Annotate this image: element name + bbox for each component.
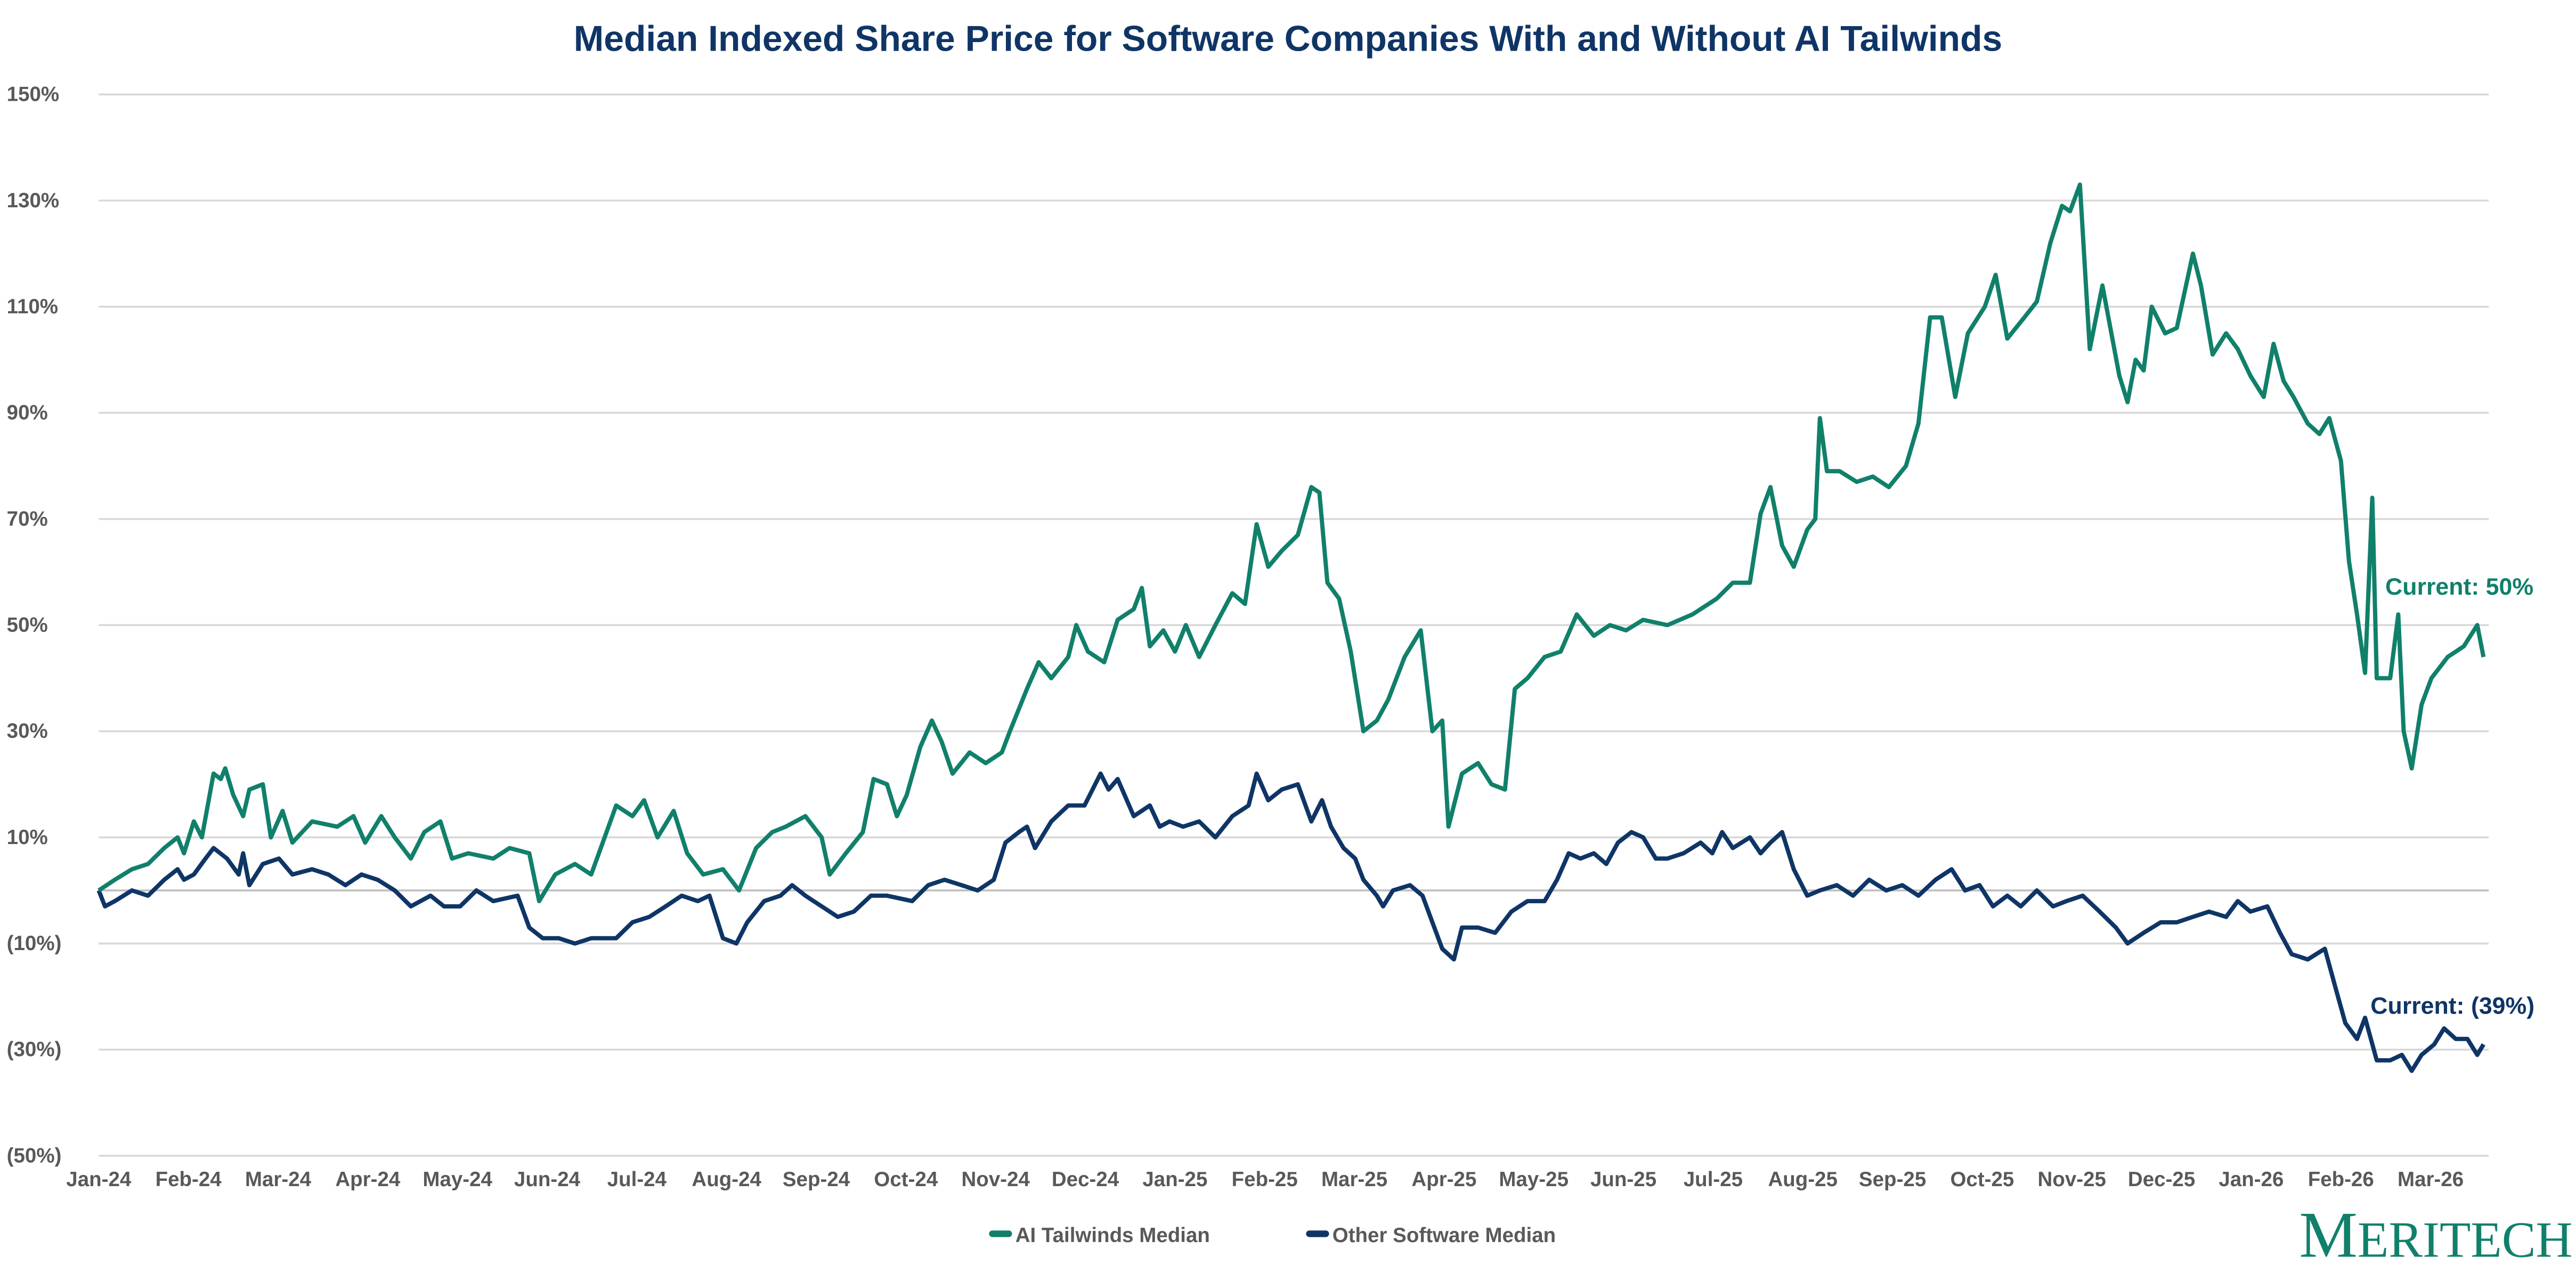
x-tick-label: Mar-24 <box>245 1168 312 1191</box>
y-tick-label: 110% <box>7 295 58 318</box>
annotation-ai-current: Current: 50% <box>2385 574 2533 600</box>
meritech-logo: MERITECH <box>2299 1198 2572 1265</box>
x-tick-label: Sep-25 <box>1859 1168 1926 1191</box>
x-tick-label: Mar-26 <box>2398 1168 2464 1191</box>
y-tick-label: (50%) <box>7 1144 62 1167</box>
chart-title: Median Indexed Share Price for Software … <box>574 19 2002 59</box>
series-line-ai-tailwinds-median <box>97 182 2486 904</box>
annotation-other-current: Current: (39%) <box>2370 993 2534 1019</box>
legend-swatch-ai <box>989 1230 1012 1237</box>
x-tick-label: May-25 <box>1499 1168 1569 1191</box>
x-tick-label: Sep-24 <box>783 1168 850 1191</box>
x-tick-label: Jan-26 <box>2219 1168 2284 1191</box>
y-tick-label: 30% <box>7 720 48 743</box>
legend-swatch-other <box>1306 1230 1329 1237</box>
y-axis: 150% 130% 110% 90% 70% 50% 30% 10% (10%) (30%) (50… <box>7 83 62 1167</box>
x-tick-label: May-24 <box>422 1168 492 1191</box>
x-tick-label: Feb-25 <box>1232 1168 1298 1191</box>
x-tick-label: Apr-25 <box>1411 1168 1476 1191</box>
x-tick-label: Apr-24 <box>335 1168 401 1191</box>
x-tick-label: Jul-25 <box>1684 1168 1743 1191</box>
gridlines <box>99 93 2489 1157</box>
y-tick-label: 70% <box>7 507 48 530</box>
y-tick-label: 130% <box>7 189 60 212</box>
x-tick-label: Nov-24 <box>961 1168 1030 1191</box>
series-line-other-software-median <box>96 771 2485 1073</box>
y-tick-label: 10% <box>7 826 48 849</box>
x-tick-label: Oct-25 <box>1950 1168 2014 1191</box>
y-tick-label: 50% <box>7 613 48 636</box>
x-tick-label: Jan-24 <box>66 1168 132 1191</box>
x-tick-label: Mar-25 <box>1321 1168 1387 1191</box>
x-tick-label: Aug-25 <box>1768 1168 1838 1191</box>
legend-label-ai: AI Tailwinds Median <box>1015 1224 1210 1247</box>
x-tick-label: Jun-25 <box>1590 1168 1656 1191</box>
x-tick-label: Jun-24 <box>514 1168 581 1191</box>
y-tick-label: (30%) <box>7 1038 62 1061</box>
x-tick-label: Feb-26 <box>2308 1168 2374 1191</box>
svg-text:MERITECH: MERITECH <box>2299 1198 2572 1265</box>
y-tick-label: 90% <box>7 401 48 424</box>
legend: AI Tailwinds Median Other Software Media… <box>989 1224 1556 1247</box>
y-tick-label: 150% <box>7 83 60 106</box>
series-lines <box>96 182 2486 1073</box>
y-tick-label: (10%) <box>7 932 62 955</box>
x-tick-label: Dec-25 <box>2128 1168 2195 1191</box>
legend-label-other: Other Software Median <box>1332 1224 1556 1247</box>
x-tick-label: Aug-24 <box>692 1168 761 1191</box>
x-tick-label: Nov-25 <box>2038 1168 2106 1191</box>
x-tick-label: Jan-25 <box>1142 1168 1207 1191</box>
x-tick-label: Dec-24 <box>1052 1168 1119 1191</box>
x-tick-label: Oct-24 <box>874 1168 938 1191</box>
x-tick-label: Feb-24 <box>156 1168 222 1191</box>
x-tick-label: Jul-24 <box>607 1168 667 1191</box>
x-axis: Jan-24 Feb-24 Mar-24 Apr-24 May-24 Jun-24 Jul-… <box>66 1168 2464 1191</box>
